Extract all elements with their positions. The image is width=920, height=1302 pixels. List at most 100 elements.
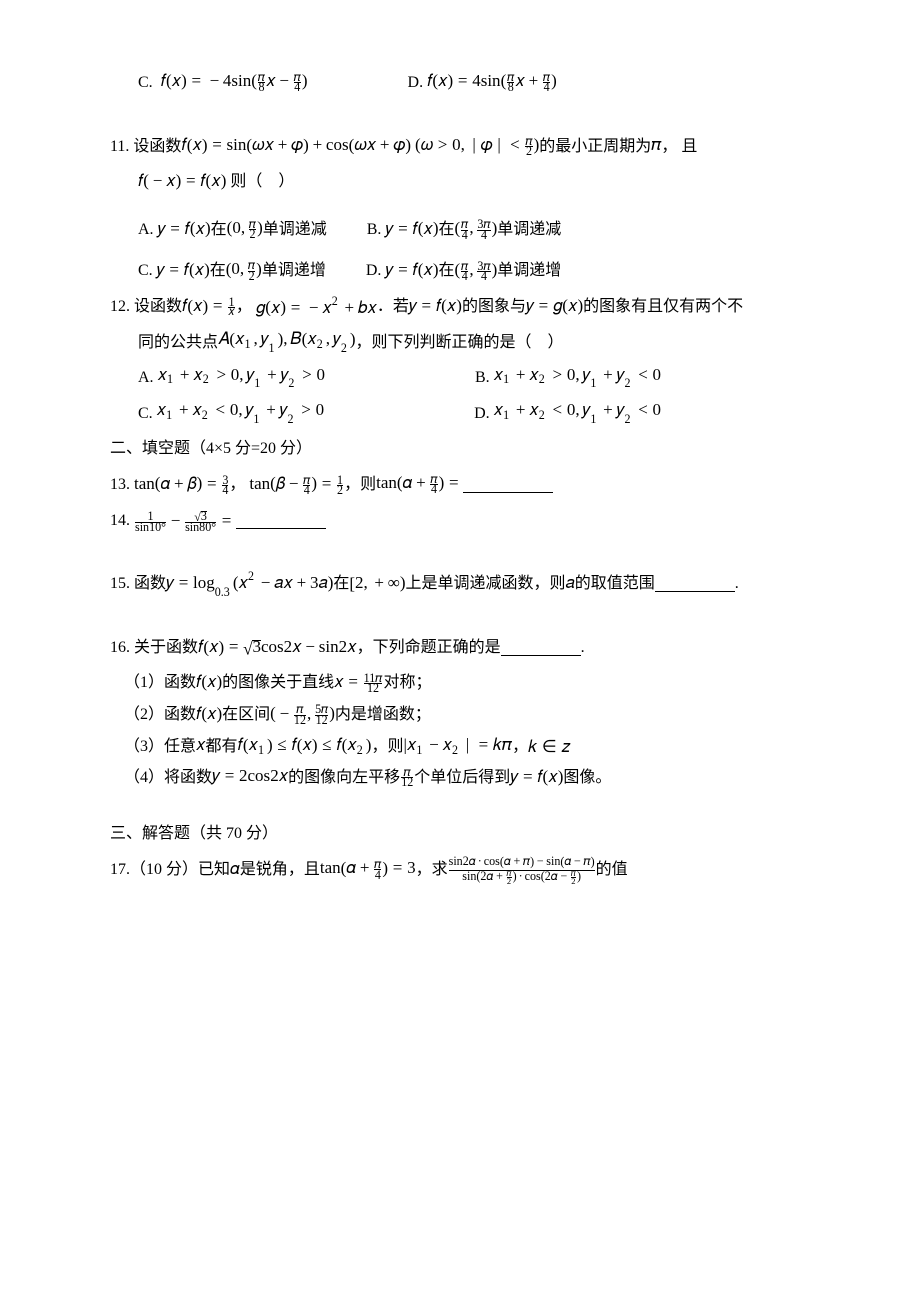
- q16-s2n: （2）: [124, 702, 164, 728]
- section-3-heading: 三、解答题（共 70 分）: [110, 821, 820, 847]
- q16-s4: （4） 将函数 y=2cos2x 的图像向左平移 π12 个单位后得到 y=f(…: [110, 765, 820, 791]
- q11-even: f(−x)=f(x): [138, 174, 226, 190]
- q17-num: 17.: [110, 857, 130, 883]
- q16-fn: f(x)=3cos2x−sin2x: [198, 639, 357, 657]
- q10-d-math: f(x)=4sin(π8x+π4): [427, 74, 557, 91]
- q16-s1x: x=11π12: [334, 674, 383, 692]
- section-2-heading: 二、填空题（4×5 分=20 分）: [110, 436, 820, 462]
- q11-a-label: A.: [138, 217, 154, 243]
- q11-b-mid: 在: [438, 217, 454, 243]
- q10-row-cd: C. f(x)=−4sin(π8x−π4) D. f(x)=4sin(π8x+π…: [110, 70, 820, 96]
- q15-num: 15.: [110, 571, 130, 597]
- q10-c-math: f(x)=−4sin(π8x−π4): [161, 74, 308, 91]
- q15: 15. 函数 y=log0.3(x2−ax+3a) 在 [2,+∞) 上是单调递…: [110, 571, 820, 597]
- q14: 14. 1sin10°−3sin80°=: [110, 508, 820, 534]
- q17-t1: 是锐角，且: [240, 857, 320, 883]
- sec2-text: 二、填空题（4×5 分=20 分）: [110, 436, 312, 462]
- q14-blank[interactable]: [236, 512, 326, 529]
- q11-d-label: D.: [366, 258, 382, 284]
- q12-b: x1+x2>0,y1+y2<0: [494, 369, 661, 388]
- q12-b-label: B.: [475, 365, 490, 391]
- q12-text-6: ，则下列判断正确的是（ ）: [356, 330, 564, 356]
- q17-t3: 的值: [596, 857, 628, 883]
- q12-stem-2: 同的公共点 A(x1,y1),B(x2,y2) ，则下列判断正确的是（ ）: [110, 330, 820, 356]
- q16-s2c: 内是增函数；: [335, 702, 431, 728]
- sec3-text: 三、解答题（共 70 分）: [110, 821, 278, 847]
- q11-c-int: (0,π2): [226, 263, 262, 280]
- q17-frac: sin2α·cos(α+π)−sin(α−π) sin(2α+π2)·cos(2…: [448, 856, 596, 883]
- q13-b: tan(β−π4)=12: [249, 476, 344, 494]
- q12-c1: ，: [236, 294, 252, 320]
- q16-s1fn: f(x): [196, 675, 222, 691]
- q16-s3ineq: f(x1)≤f(x)≤f(x2): [238, 738, 372, 754]
- q13-blank[interactable]: [463, 476, 553, 493]
- q15-blank[interactable]: [655, 575, 735, 592]
- q16-s4b: 的图像向左平移: [288, 765, 400, 791]
- q14-expr: 1sin10°−3sin80°=: [134, 510, 236, 531]
- q17-tan: tan(α+π4)=3: [320, 861, 416, 878]
- q13-c1: ，: [229, 472, 245, 498]
- q15-fn: y=log0.3(x2−ax+3a): [166, 572, 333, 596]
- q16-s3kz: k∈z: [528, 739, 570, 753]
- q11-b-int: (π4,3π4): [455, 220, 498, 238]
- q11-row-cd: C. y=f(x) 在 (0,π2) 单调递增 D. y=f(x) 在 (π4,…: [110, 258, 820, 284]
- q15-dot: .: [735, 571, 739, 597]
- q11-text-1: 设函数: [133, 134, 181, 160]
- q16-s1n: （1）: [124, 670, 164, 696]
- q12-d: x1+x2<0,y1+y2<0: [494, 404, 661, 423]
- q16-s3: （3） 任意 x 都有 f(x1)≤f(x)≤f(x2) ，则 |x1−x2|=…: [110, 734, 820, 760]
- q16-s3c: ，则: [371, 734, 403, 760]
- q16-s2: （2） 函数 f(x) 在区间 (−π12,5π12) 内是增函数；: [110, 702, 820, 728]
- q16-t2: ，下列命题正确的是: [357, 635, 501, 661]
- q12-row-ab: A. x1+x2>0,y1+y2>0 B. x1+x2>0,y1+y2<0: [110, 365, 820, 391]
- q11-row-ab: A. y=f(x) 在 (0,π2) 单调递减 B. y=f(x) 在 (π4,…: [110, 217, 820, 243]
- q15-t3: 上是单调递减函数，则: [406, 571, 566, 597]
- q14-num: 14.: [110, 508, 130, 534]
- q12-text-2: ．若: [377, 294, 409, 320]
- q16-s4a: 将函数: [164, 765, 212, 791]
- q13-c2: ，则: [344, 472, 376, 498]
- q16-dot: .: [581, 635, 585, 661]
- q16-num: 16.: [110, 635, 130, 661]
- q11-fn: f(x)=sin(ωx+φ)+cos(ωx+φ): [181, 138, 411, 154]
- q16-blank[interactable]: [501, 639, 581, 656]
- q11-d-int: (π4,3π4): [455, 262, 498, 280]
- q16-t1: 关于函数: [134, 635, 198, 661]
- q17-pts: （10 分）已知: [130, 857, 230, 883]
- q12-text-4: 的图象有且仅有两个不: [583, 294, 743, 320]
- q12-pts: A(x1,y1),B(x2,y2): [218, 332, 355, 352]
- q11-c-mid: 在: [210, 258, 226, 284]
- q12-c: x1+x2<0,y1+y2>0: [157, 404, 324, 423]
- q11-d-mid: 在: [438, 258, 454, 284]
- q11-stem-2: f(−x)=f(x) 则（ ）: [110, 169, 820, 195]
- q11-num: 11.: [110, 134, 129, 160]
- q17: 17. （10 分）已知 α 是锐角，且 tan(α+π4)=3 ，求 sin2…: [110, 856, 820, 883]
- q12-a-label: A.: [138, 365, 154, 391]
- q11-b-label: B.: [367, 217, 382, 243]
- q11-a-tail: 单调递减: [263, 217, 327, 243]
- q16-s4n: （4）: [124, 765, 164, 791]
- q16-s2b: 在区间: [222, 702, 270, 728]
- q15-t1: 函数: [134, 571, 166, 597]
- q15-t2: 在: [333, 571, 349, 597]
- q12-row-cd: C. x1+x2<0,y1+y2>0 D. x1+x2<0,y1+y2<0: [110, 401, 820, 427]
- q16-s4y2: y=f(x): [510, 770, 563, 786]
- q17-t2: ，求: [416, 857, 448, 883]
- q12-yf: y=f(x): [409, 299, 462, 315]
- q12-a: x1+x2>0,y1+y2>0: [158, 369, 325, 388]
- q12-text-1: 设函数: [134, 294, 182, 320]
- q11-a-mid: 在: [211, 217, 227, 243]
- q13-a: tan(α+β)=34: [134, 476, 229, 494]
- q11-d-tail: 单调递增: [497, 258, 561, 284]
- q11-text-2: 的最小正周期为: [539, 134, 651, 160]
- q16-s3n: （3）: [124, 734, 164, 760]
- q13-num: 13.: [110, 472, 130, 498]
- q16-s1a: 函数: [164, 670, 196, 696]
- q12-f: f(x)=1x: [182, 298, 236, 315]
- q16-s1: （1） 函数 f(x) 的图像关于直线 x=11π12 对称；: [110, 670, 820, 696]
- q12-d-label: D.: [474, 401, 490, 427]
- q16-s3eq: |x1−x2|=kπ: [403, 738, 512, 754]
- q12-num: 12.: [110, 294, 130, 320]
- q11-c-fn: y=f(x): [157, 263, 210, 279]
- q11-text-4: 则（ ）: [230, 169, 294, 195]
